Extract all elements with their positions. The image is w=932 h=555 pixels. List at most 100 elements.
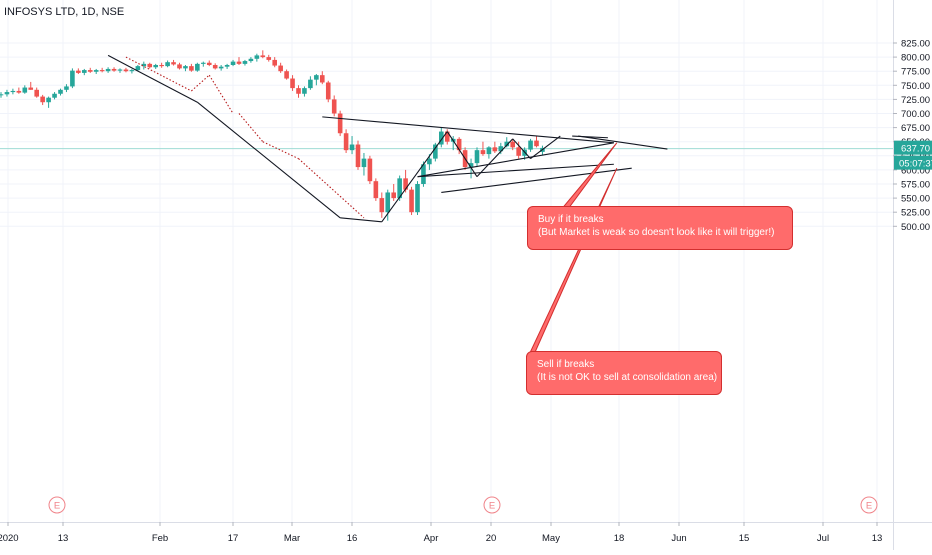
candle-body[interactable]	[22, 87, 28, 93]
candle-body[interactable]	[337, 113, 343, 134]
candle-body[interactable]	[421, 164, 426, 184]
candle-body[interactable]	[171, 62, 176, 65]
candle-body[interactable]	[99, 70, 105, 72]
dotted-path-line[interactable]	[208, 74, 234, 114]
candle-body[interactable]	[224, 64, 230, 67]
candle-body[interactable]	[349, 144, 355, 151]
candle-body[interactable]	[266, 57, 272, 60]
trendline[interactable]	[197, 101, 341, 219]
candle-body[interactable]	[218, 66, 224, 69]
candle-body[interactable]	[16, 90, 22, 93]
candle-body[interactable]	[177, 64, 182, 69]
candle-body[interactable]	[480, 150, 486, 155]
candle-body[interactable]	[93, 70, 99, 72]
trendline[interactable]	[417, 142, 614, 178]
candle-body[interactable]	[52, 93, 57, 98]
trendline[interactable]	[512, 138, 531, 159]
candle-body[interactable]	[409, 189, 414, 213]
candle-body[interactable]	[325, 82, 331, 100]
candle-body[interactable]	[87, 70, 93, 72]
dotted-path-line[interactable]	[125, 56, 192, 92]
candle-body[interactable]	[135, 66, 141, 71]
trendline[interactable]	[441, 167, 632, 194]
candle-body[interactable]	[486, 147, 492, 155]
candle-body[interactable]	[201, 62, 206, 64]
candle-body[interactable]	[165, 62, 170, 67]
candle-body[interactable]	[123, 69, 129, 72]
candle-body[interactable]	[331, 99, 337, 114]
candle-body[interactable]	[391, 192, 396, 199]
candle-body[interactable]	[456, 138, 462, 151]
candle-body[interactable]	[189, 66, 194, 71]
candle-body[interactable]	[474, 150, 480, 164]
candle-body[interactable]	[492, 147, 498, 152]
candle-body[interactable]	[498, 146, 504, 152]
candle-body[interactable]	[212, 64, 218, 69]
candle-body[interactable]	[40, 96, 45, 103]
candle-body[interactable]	[10, 90, 16, 93]
candle-body[interactable]	[361, 158, 367, 168]
dotted-path-line[interactable]	[298, 158, 365, 219]
candle-body[interactable]	[444, 131, 450, 142]
trendline[interactable]	[530, 135, 561, 160]
candle-body[interactable]	[46, 97, 51, 103]
earnings-marker[interactable]	[483, 496, 501, 514]
candle-body[interactable]	[534, 140, 539, 147]
candle-body[interactable]	[272, 59, 277, 66]
dotted-path-line[interactable]	[262, 141, 299, 160]
candle-body[interactable]	[320, 75, 325, 83]
trendline[interactable]	[340, 217, 382, 223]
candle-body[interactable]	[117, 69, 123, 71]
candle-body[interactable]	[4, 92, 10, 95]
candle-body[interactable]	[296, 88, 301, 94]
candle-body[interactable]	[403, 178, 408, 190]
candle-body[interactable]	[34, 89, 39, 97]
candle-body[interactable]	[468, 163, 474, 168]
candle-body[interactable]	[64, 86, 69, 90]
candle-body[interactable]	[355, 144, 361, 168]
buy-annotation[interactable]: Buy if it breaks (But Market is weak so …	[527, 206, 793, 250]
candle-body[interactable]	[379, 198, 385, 213]
candle-body[interactable]	[433, 144, 438, 159]
candle-body[interactable]	[28, 87, 34, 90]
trendline[interactable]	[381, 131, 448, 223]
candle-body[interactable]	[367, 158, 373, 182]
trendline[interactable]	[417, 163, 614, 178]
candle-body[interactable]	[147, 63, 153, 68]
candle-body[interactable]	[284, 71, 289, 79]
candle-body[interactable]	[278, 65, 283, 72]
candle-body[interactable]	[195, 63, 200, 71]
candle-body[interactable]	[248, 58, 254, 62]
candle-body[interactable]	[254, 55, 260, 59]
trendline[interactable]	[476, 138, 514, 178]
earnings-marker[interactable]	[48, 496, 66, 514]
candle-body[interactable]	[397, 178, 402, 199]
candle-body[interactable]	[510, 141, 515, 148]
candle-body[interactable]	[385, 192, 391, 213]
candle-body[interactable]	[314, 75, 319, 80]
candle-body[interactable]	[111, 68, 117, 71]
candle-body[interactable]	[427, 158, 432, 165]
candle-body[interactable]	[76, 70, 81, 73]
candle-body[interactable]	[58, 89, 63, 94]
candle-body[interactable]	[70, 70, 75, 87]
candle-body[interactable]	[308, 79, 313, 89]
candle-body[interactable]	[260, 55, 266, 58]
candle-body[interactable]	[236, 61, 242, 64]
candle-body[interactable]	[415, 184, 420, 213]
candle-body[interactable]	[343, 133, 349, 151]
dotted-path-line[interactable]	[191, 74, 210, 92]
candle-body[interactable]	[159, 64, 164, 67]
trendline[interactable]	[322, 116, 614, 144]
candle-body[interactable]	[242, 61, 248, 64]
candle-body[interactable]	[82, 70, 87, 73]
trendline[interactable]	[107, 54, 198, 103]
candle-body[interactable]	[373, 181, 379, 199]
candle-body[interactable]	[153, 64, 158, 68]
candle-body[interactable]	[528, 140, 533, 150]
candle-body[interactable]	[129, 70, 135, 72]
candle-body[interactable]	[504, 141, 510, 147]
dotted-path-line[interactable]	[238, 113, 264, 143]
